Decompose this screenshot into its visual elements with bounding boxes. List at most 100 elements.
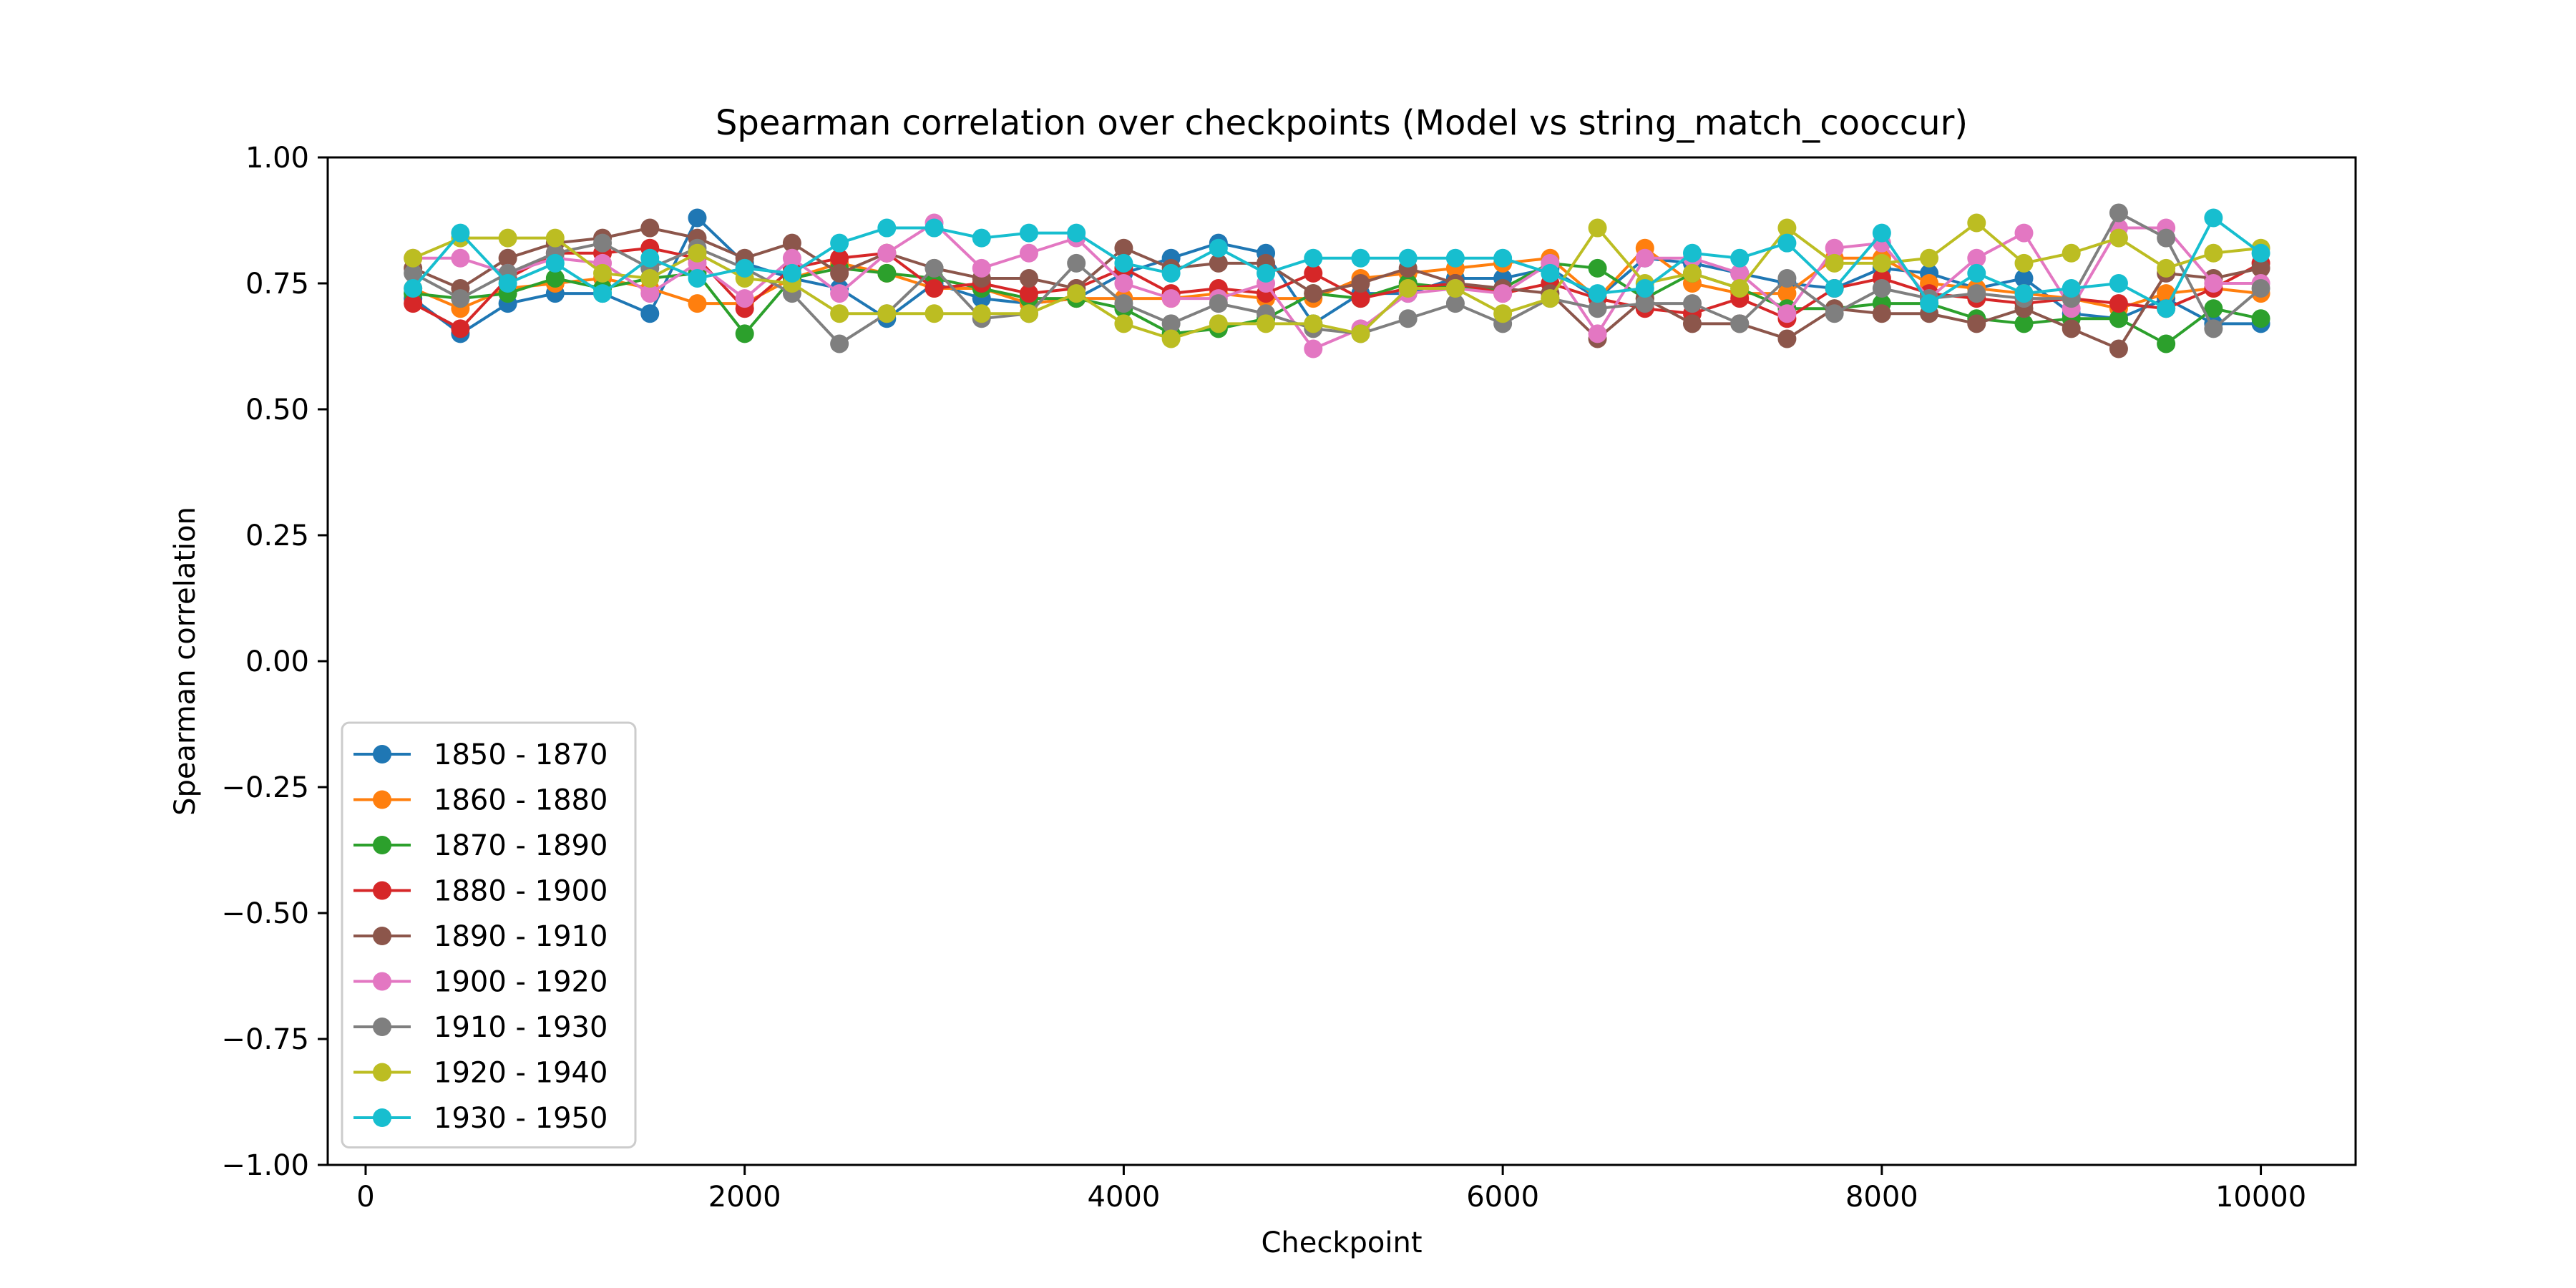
data-point xyxy=(1588,299,1607,318)
data-point xyxy=(1682,294,1702,313)
data-point xyxy=(1398,279,1418,298)
data-point xyxy=(640,304,660,323)
data-point xyxy=(1872,279,1891,298)
data-point xyxy=(1114,238,1133,258)
data-point xyxy=(1872,223,1891,243)
data-point xyxy=(1825,304,1844,323)
chart-title: Spearman correlation over checkpoints (M… xyxy=(716,103,1968,143)
data-point xyxy=(1398,309,1418,328)
data-point xyxy=(1635,294,1654,313)
data-point xyxy=(2157,334,2176,353)
data-point xyxy=(877,304,897,323)
data-point xyxy=(2109,274,2128,293)
y-tick-label: 0.00 xyxy=(245,645,309,678)
legend-label: 1920 - 1940 xyxy=(434,1057,608,1090)
data-point xyxy=(2109,294,2128,313)
data-point xyxy=(1445,279,1465,298)
data-point xyxy=(2014,223,2034,243)
data-point xyxy=(830,233,849,253)
data-point xyxy=(2251,243,2270,263)
data-point xyxy=(404,294,423,313)
data-point xyxy=(782,248,801,268)
y-tick-label: 1.00 xyxy=(245,142,309,175)
series-line xyxy=(411,216,2262,311)
series-line xyxy=(412,226,2261,351)
x-tick-label: 8000 xyxy=(1845,1181,1918,1214)
data-point xyxy=(1872,253,1891,273)
data-point xyxy=(1114,294,1133,313)
series-line xyxy=(412,261,2261,346)
data-point xyxy=(1825,253,1844,273)
data-point xyxy=(830,248,849,268)
data-point xyxy=(688,208,707,228)
data-point xyxy=(2204,319,2223,338)
y-tick-label: −0.50 xyxy=(221,897,309,930)
data-point xyxy=(1161,329,1181,348)
legend-marker xyxy=(373,927,391,945)
data-point xyxy=(1777,284,1797,303)
data-point xyxy=(1445,248,1465,268)
data-point xyxy=(924,218,944,238)
data-point xyxy=(498,274,517,293)
data-point xyxy=(924,279,944,298)
data-point xyxy=(2251,279,2270,298)
data-point xyxy=(1019,223,1038,243)
data-point xyxy=(2251,258,2270,278)
legend-label: 1870 - 1890 xyxy=(434,829,608,862)
data-point xyxy=(1304,263,1323,283)
data-point xyxy=(1257,263,1276,283)
data-point xyxy=(451,248,470,268)
data-point xyxy=(735,324,754,343)
data-point xyxy=(1541,289,1560,308)
data-point xyxy=(1114,314,1133,333)
data-point xyxy=(1209,314,1228,333)
legend-box xyxy=(341,721,637,1148)
series-line xyxy=(411,216,2261,336)
data-point xyxy=(1351,324,1370,343)
data-point xyxy=(1730,314,1750,333)
data-point xyxy=(640,284,660,303)
y-tick-label: 0.25 xyxy=(245,519,309,552)
series-layer xyxy=(404,203,2270,358)
data-point xyxy=(1304,248,1323,268)
legend-marker xyxy=(373,790,391,809)
data-point xyxy=(1493,248,1513,268)
y-tick-label: −0.75 xyxy=(221,1023,309,1056)
data-point xyxy=(593,233,613,253)
data-point xyxy=(498,248,517,268)
data-point xyxy=(1114,274,1133,293)
data-point xyxy=(1351,289,1370,308)
data-point xyxy=(830,284,849,303)
data-point xyxy=(545,268,565,288)
legend-label: 1890 - 1910 xyxy=(434,920,608,953)
data-point xyxy=(688,243,707,263)
data-point xyxy=(2204,274,2223,293)
data-point xyxy=(593,284,613,303)
data-point xyxy=(1304,284,1323,303)
data-point xyxy=(1398,248,1418,268)
legend-label: 1900 - 1920 xyxy=(434,966,608,999)
data-point xyxy=(2251,309,2270,328)
legend-label: 1910 - 1930 xyxy=(434,1011,608,1044)
data-point xyxy=(1067,223,1086,243)
legend-marker xyxy=(373,836,391,854)
legend-label: 1850 - 1870 xyxy=(434,738,608,771)
data-point xyxy=(1730,263,1750,283)
data-point xyxy=(451,223,470,243)
series-line xyxy=(413,221,2261,351)
data-point xyxy=(1825,238,1844,258)
data-point xyxy=(2014,284,2034,303)
legend-label: 1880 - 1900 xyxy=(434,875,608,908)
data-point xyxy=(1161,263,1181,283)
legend-marker xyxy=(373,972,391,991)
data-point xyxy=(1209,294,1228,313)
data-point xyxy=(972,304,991,323)
x-axis-label: Checkpoint xyxy=(1261,1226,1422,1259)
data-point xyxy=(1019,243,1038,263)
legend-marker xyxy=(373,1108,391,1127)
data-point xyxy=(782,263,801,283)
series-line xyxy=(412,221,2261,341)
data-point xyxy=(1777,329,1797,348)
data-point xyxy=(2109,228,2128,248)
